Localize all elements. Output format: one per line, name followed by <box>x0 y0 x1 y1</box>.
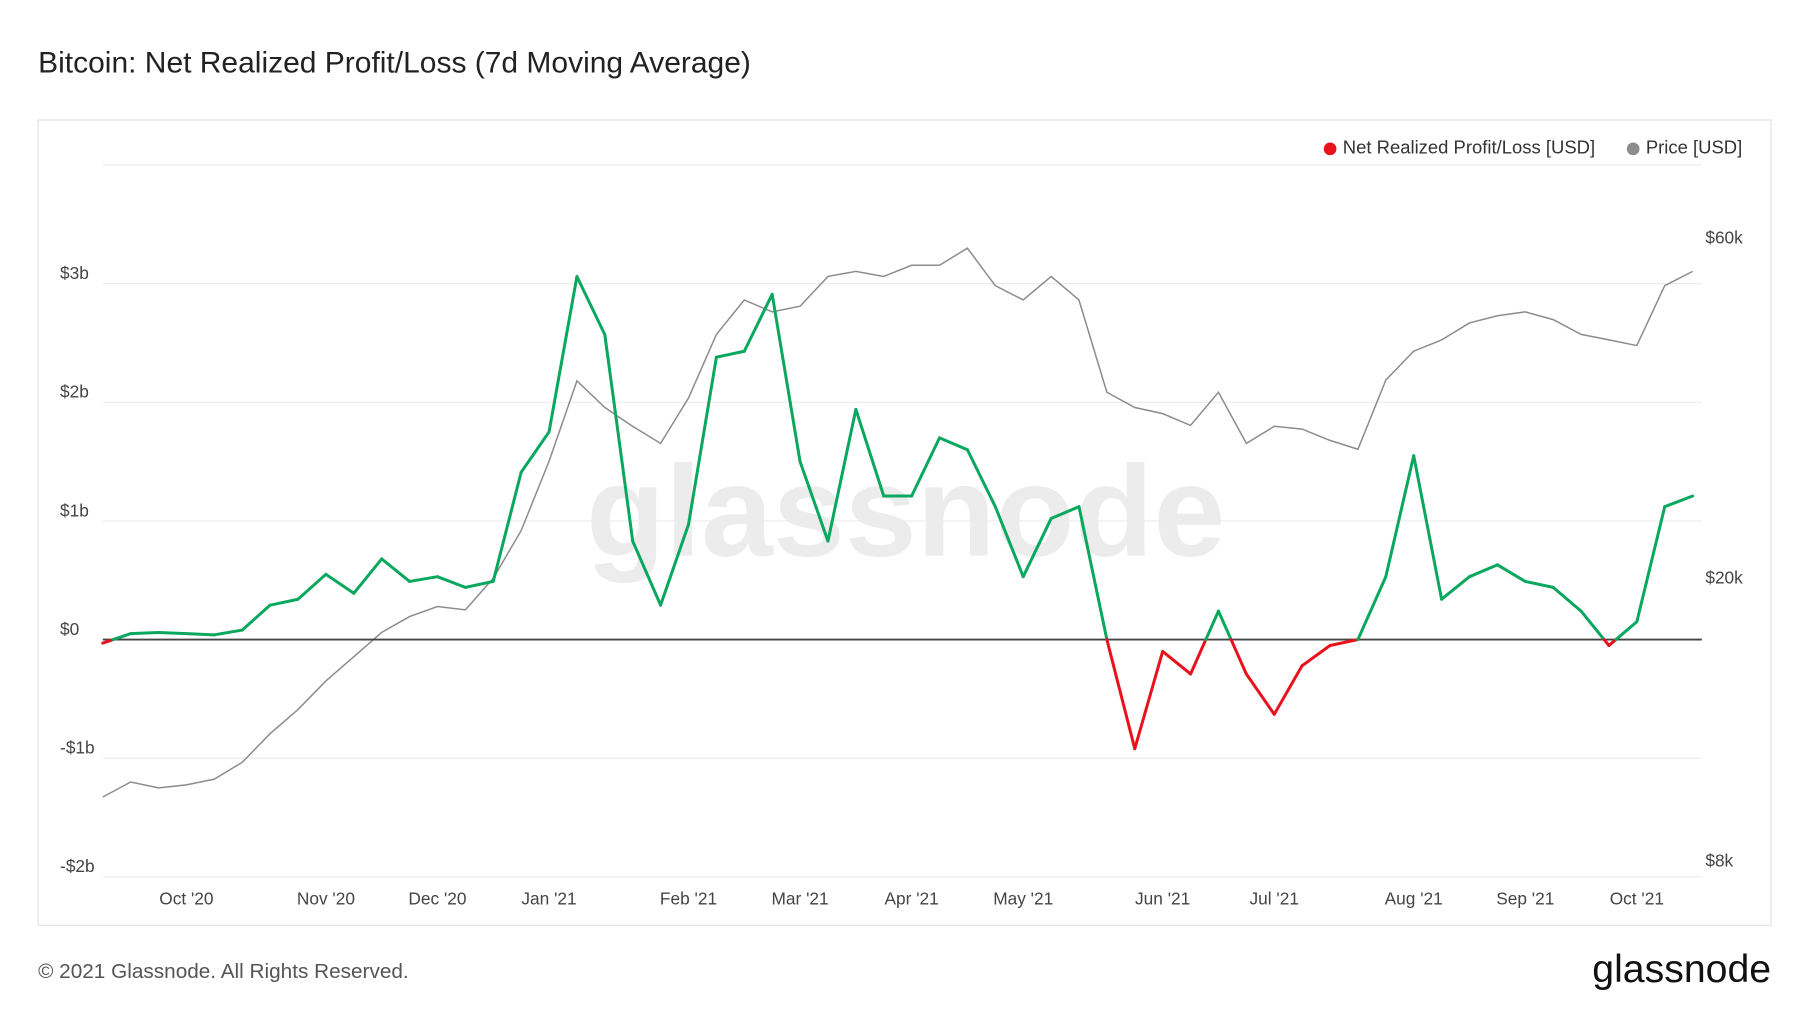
pl-segment <box>111 632 133 642</box>
pl-segment <box>380 557 412 583</box>
watermark: glassnode <box>586 440 1225 584</box>
pl-segment <box>1244 672 1276 716</box>
pl-segment <box>826 407 858 543</box>
pl-segment <box>575 275 607 337</box>
pl-segment <box>408 575 439 583</box>
pl-segment <box>938 436 969 452</box>
pl-segment <box>184 632 216 637</box>
y2-tick-label: $8k <box>1705 851 1733 871</box>
y2-tick-label: $20k <box>1705 567 1743 587</box>
x-tick-label: Jun '21 <box>1135 888 1190 908</box>
pl-segment <box>910 436 942 498</box>
x-tick-label: Mar '21 <box>771 888 828 908</box>
pl-segment <box>1077 505 1109 642</box>
pl-segment <box>1523 579 1555 589</box>
pl-segment <box>157 630 188 636</box>
pl-segment <box>1133 649 1165 751</box>
footer: © 2021 Glassnode. All Rights Reserved. <box>38 960 409 983</box>
x-tick-label: Apr '21 <box>885 888 939 908</box>
pl-segment <box>1663 494 1695 509</box>
legend-label: Net Realized Profit/Loss [USD] <box>1343 137 1595 158</box>
pl-segment <box>296 572 328 601</box>
pl-segment <box>1495 563 1527 583</box>
legend-dot <box>1323 142 1337 156</box>
pl-segment <box>1189 638 1208 676</box>
x-tick-label: Oct '20 <box>159 888 213 908</box>
y-tick-label: $1b <box>60 500 89 520</box>
x-tick-label: Nov '20 <box>297 888 355 908</box>
pl-segment <box>463 579 495 589</box>
pl-segment <box>212 628 244 637</box>
x-tick-label: May '21 <box>993 888 1053 908</box>
pl-segment <box>631 539 663 607</box>
pl-segment <box>1607 638 1618 647</box>
pl-segment <box>965 448 997 509</box>
pl-segment <box>1272 664 1304 716</box>
pl-segment <box>1440 575 1471 601</box>
x-tick-label: Aug '21 <box>1385 888 1443 908</box>
pl-segment <box>1216 609 1233 642</box>
pl-segment <box>491 470 523 583</box>
pl-segment <box>435 575 467 589</box>
y-tick-label: -$2b <box>60 856 95 876</box>
pl-segment <box>1300 643 1332 668</box>
x-tick-label: Sep '21 <box>1496 888 1554 908</box>
pl-segment <box>603 333 635 543</box>
pl-segment <box>798 460 830 543</box>
pl-segment <box>352 557 384 595</box>
x-tick-label: Feb '21 <box>660 888 717 908</box>
y-tick-label: $0 <box>60 619 79 639</box>
price-line <box>102 247 1693 798</box>
x-tick-label: Oct '21 <box>1610 888 1664 908</box>
pl-segment <box>993 505 1025 579</box>
y2-tick-label: $60k <box>1705 228 1743 248</box>
pl-segment <box>714 349 746 359</box>
pl-segment <box>686 355 718 526</box>
pl-segment <box>519 430 551 474</box>
pl-segment <box>1614 620 1639 642</box>
pl-segment <box>1635 505 1667 624</box>
plot-frame <box>37 119 1772 926</box>
pl-segment <box>1328 638 1360 647</box>
pl-segment <box>659 522 690 607</box>
pl-segment <box>1204 609 1220 642</box>
logo: glassnode <box>1592 947 1771 991</box>
legend-dot <box>1626 142 1640 156</box>
y-tick-label: $3b <box>60 263 89 283</box>
pl-segment <box>1021 517 1053 579</box>
y-tick-label: -$1b <box>60 738 95 758</box>
legend-label: Price [USD] <box>1646 137 1742 158</box>
pl-segment <box>101 638 115 645</box>
pl-segment <box>742 292 774 353</box>
pl-segment <box>1161 649 1193 676</box>
pl-segment <box>770 292 802 464</box>
pl-segment <box>268 597 300 607</box>
pl-segment <box>1384 454 1416 579</box>
pl-segment <box>129 630 161 636</box>
pl-segment <box>1049 505 1081 521</box>
pl-segment <box>1105 638 1137 751</box>
chart-title: Bitcoin: Net Realized Profit/Loss (7d Mo… <box>38 47 751 80</box>
pl-segment <box>1229 638 1248 676</box>
pl-segment <box>547 275 579 434</box>
pl-segment <box>1467 563 1499 579</box>
pl-segment <box>854 407 886 498</box>
pl-segment <box>240 603 272 632</box>
x-tick-label: Jan '21 <box>521 888 576 908</box>
y-tick-label: $2b <box>60 382 89 402</box>
pl-segment <box>1412 454 1444 601</box>
pl-segment <box>1579 609 1606 642</box>
x-tick-label: Dec '20 <box>408 888 466 908</box>
pl-segment <box>1551 585 1583 613</box>
pl-segment <box>1356 575 1388 642</box>
pl-segment <box>324 572 356 595</box>
x-tick-label: Jul '21 <box>1250 888 1299 908</box>
